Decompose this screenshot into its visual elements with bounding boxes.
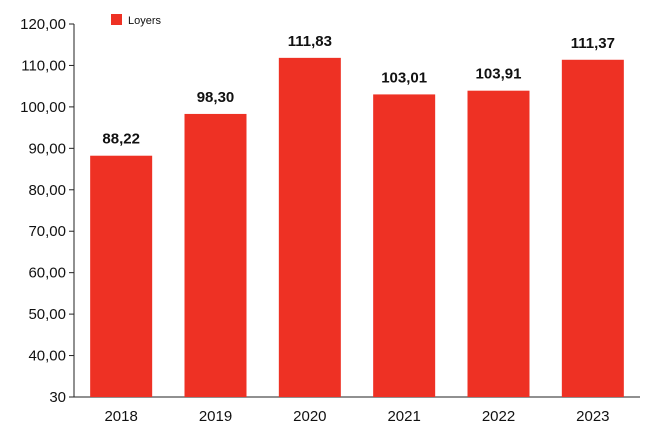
value-label-2022: 103,91: [476, 66, 522, 83]
value-labels: 88,22 98,30 111,83 103,01 103,91 111,37: [102, 33, 615, 148]
y-tick-label: 120,00: [20, 16, 66, 33]
y-tick-label: 50,00: [28, 306, 66, 323]
y-tick-label: 100,00: [20, 99, 66, 116]
value-label-2020: 111,83: [288, 33, 332, 50]
value-label-2023: 111,37: [571, 35, 615, 52]
bar-2020: [278, 57, 341, 398]
value-label-2021: 103,01: [381, 69, 427, 86]
y-tick-label: 30: [49, 389, 66, 406]
value-label-2019: 98,30: [197, 89, 235, 106]
bar-2023: [561, 59, 624, 398]
bar-2018: [90, 155, 153, 397]
value-label-2018: 88,22: [102, 131, 140, 148]
bars: [90, 57, 624, 398]
y-tick-label: 60,00: [28, 265, 66, 282]
legend: Loyers: [111, 14, 162, 27]
x-tick-label: 2018: [104, 408, 137, 423]
y-tick-label: 80,00: [28, 182, 66, 199]
y-tick-label: 90,00: [28, 140, 66, 157]
bar-2022: [467, 90, 530, 397]
x-tick-label: 2023: [576, 408, 609, 423]
legend-swatch: [111, 14, 122, 25]
y-tick-label: 70,00: [28, 223, 66, 240]
y-tick-label: 110,00: [21, 57, 66, 74]
x-tick-label: 2022: [482, 408, 515, 423]
x-tick-label: 2019: [199, 408, 232, 423]
legend-label: Loyers: [128, 15, 162, 27]
x-tick-label: 2021: [387, 408, 420, 423]
y-axis: 30 40,00 50,00 60,00 70,00 80,00 90,00 100,00 11…: [20, 16, 75, 406]
y-tick-label: 40,00: [28, 348, 66, 365]
x-tick-label: 2020: [293, 408, 326, 423]
x-axis: 2018 2019 2020 2021 2022 2023: [74, 396, 640, 423]
bar-2019: [184, 113, 247, 397]
bar-2021: [373, 94, 436, 397]
